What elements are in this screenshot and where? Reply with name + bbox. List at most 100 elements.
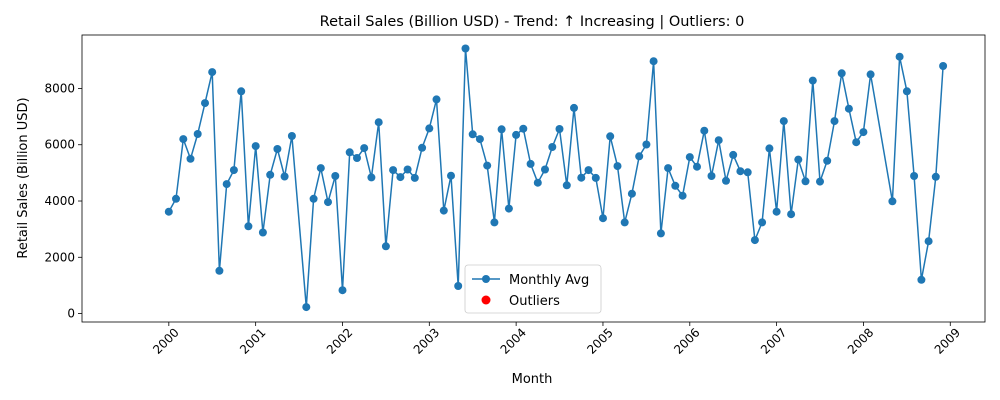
monthly-avg-point [765, 144, 774, 153]
monthly-avg-point [338, 286, 347, 295]
monthly-avg-point [750, 236, 759, 245]
plot-area [164, 44, 948, 312]
monthly-avg-point [714, 136, 723, 145]
monthly-avg-point [852, 138, 861, 147]
x-tick-label: 2008 [845, 325, 876, 356]
monthly-avg-point [685, 153, 694, 162]
monthly-avg-point [816, 177, 824, 186]
monthly-avg-point [381, 242, 390, 251]
monthly-avg-point [302, 303, 311, 312]
monthly-avg-point [410, 173, 419, 182]
monthly-avg-point [389, 166, 398, 175]
monthly-avg-point [186, 154, 195, 163]
monthly-avg-point [374, 118, 383, 127]
y-tick-label: 4000 [44, 194, 75, 208]
monthly-avg-point [179, 135, 188, 144]
monthly-avg-point [844, 104, 853, 113]
monthly-avg-point [541, 165, 549, 174]
monthly-avg-point [606, 132, 615, 141]
monthly-avg-point [360, 144, 369, 153]
y-axis: 0 2000 4000 6000 8000 [44, 81, 82, 321]
x-tick-label: 2001 [237, 325, 268, 356]
monthly-avg-point [627, 189, 636, 198]
monthly-avg-point [736, 167, 745, 176]
monthly-avg-point [237, 87, 246, 96]
monthly-avg-point [830, 117, 839, 126]
chart-title: Retail Sales (Billion USD) - Trend: ↑ In… [320, 14, 745, 30]
x-tick-label: 2007 [758, 325, 789, 356]
monthly-avg-point [490, 218, 499, 227]
monthly-avg-point [866, 70, 875, 79]
monthly-avg-point [512, 130, 521, 139]
monthly-avg-point [729, 150, 738, 159]
monthly-avg-point [779, 117, 788, 126]
monthly-avg-point [331, 172, 340, 180]
monthly-avg-point [671, 181, 680, 190]
monthly-avg-point [678, 191, 687, 200]
monthly-avg-point [548, 143, 557, 151]
legend-box [464, 264, 602, 314]
x-tick-label: 2005 [584, 325, 615, 356]
monthly-avg-point [222, 180, 231, 189]
monthly-avg-point [425, 124, 434, 133]
y-tick-label: 2000 [44, 250, 75, 264]
monthly-avg-point [454, 282, 463, 290]
monthly-avg-point [693, 162, 701, 171]
legend-monthly-avg-marker [482, 275, 490, 283]
axes-frame [81, 34, 986, 323]
monthly-avg-point [555, 125, 564, 133]
monthly-avg-point [273, 145, 282, 153]
y-tick-label: 8000 [44, 81, 75, 95]
monthly-avg-point [758, 218, 767, 227]
x-axis-label: Month [512, 372, 553, 387]
monthly-avg-point [468, 130, 477, 139]
monthly-avg-point [743, 168, 752, 177]
monthly-avg-point [208, 68, 217, 77]
monthly-avg-point [229, 166, 238, 175]
x-tick-label: 2002 [324, 325, 355, 356]
monthly-avg-point [475, 135, 484, 144]
monthly-avg-point [483, 161, 492, 170]
monthly-avg-point [823, 156, 832, 165]
monthly-avg-point [258, 228, 267, 237]
x-tick-label: 2000 [150, 325, 181, 356]
monthly-avg-point [924, 237, 933, 246]
monthly-avg-point [649, 57, 658, 66]
monthly-avg-point [562, 181, 571, 190]
y-tick-label: 0 [67, 307, 75, 321]
monthly-avg-point [201, 99, 209, 108]
monthly-avg-point [244, 222, 253, 231]
monthly-avg-point [403, 165, 412, 174]
monthly-avg-point [707, 172, 716, 180]
monthly-avg-point [287, 132, 296, 140]
monthly-avg-point [837, 69, 846, 78]
x-tick-label: 2006 [671, 325, 702, 356]
monthly-avg-point [439, 206, 448, 215]
monthly-avg-point [613, 162, 622, 171]
monthly-avg-point [808, 76, 817, 85]
monthly-avg-point [251, 142, 260, 151]
monthly-avg-point [599, 214, 607, 223]
monthly-avg-point [266, 170, 275, 179]
monthly-avg-point [504, 204, 513, 213]
monthly-avg-point [642, 140, 651, 149]
monthly-avg-point [497, 125, 506, 134]
monthly-avg-point [353, 154, 361, 162]
legend: Monthly Avg Outliers [464, 264, 602, 314]
monthly-avg-point [664, 164, 673, 173]
monthly-avg-point [418, 143, 427, 152]
monthly-avg-point [888, 197, 897, 206]
monthly-avg-point [801, 177, 810, 186]
monthly-avg-point [280, 172, 289, 181]
monthly-avg-point [939, 62, 948, 70]
legend-outliers-marker [481, 295, 491, 305]
monthly-avg-point [656, 229, 665, 238]
monthly-avg-point [902, 87, 911, 96]
monthly-avg-point [591, 173, 600, 182]
monthly-avg-point [931, 172, 940, 181]
x-tick-label: 2003 [411, 325, 442, 356]
monthly-avg-point [367, 173, 376, 182]
monthly-avg-point [316, 164, 325, 173]
monthly-avg-point [772, 207, 781, 216]
